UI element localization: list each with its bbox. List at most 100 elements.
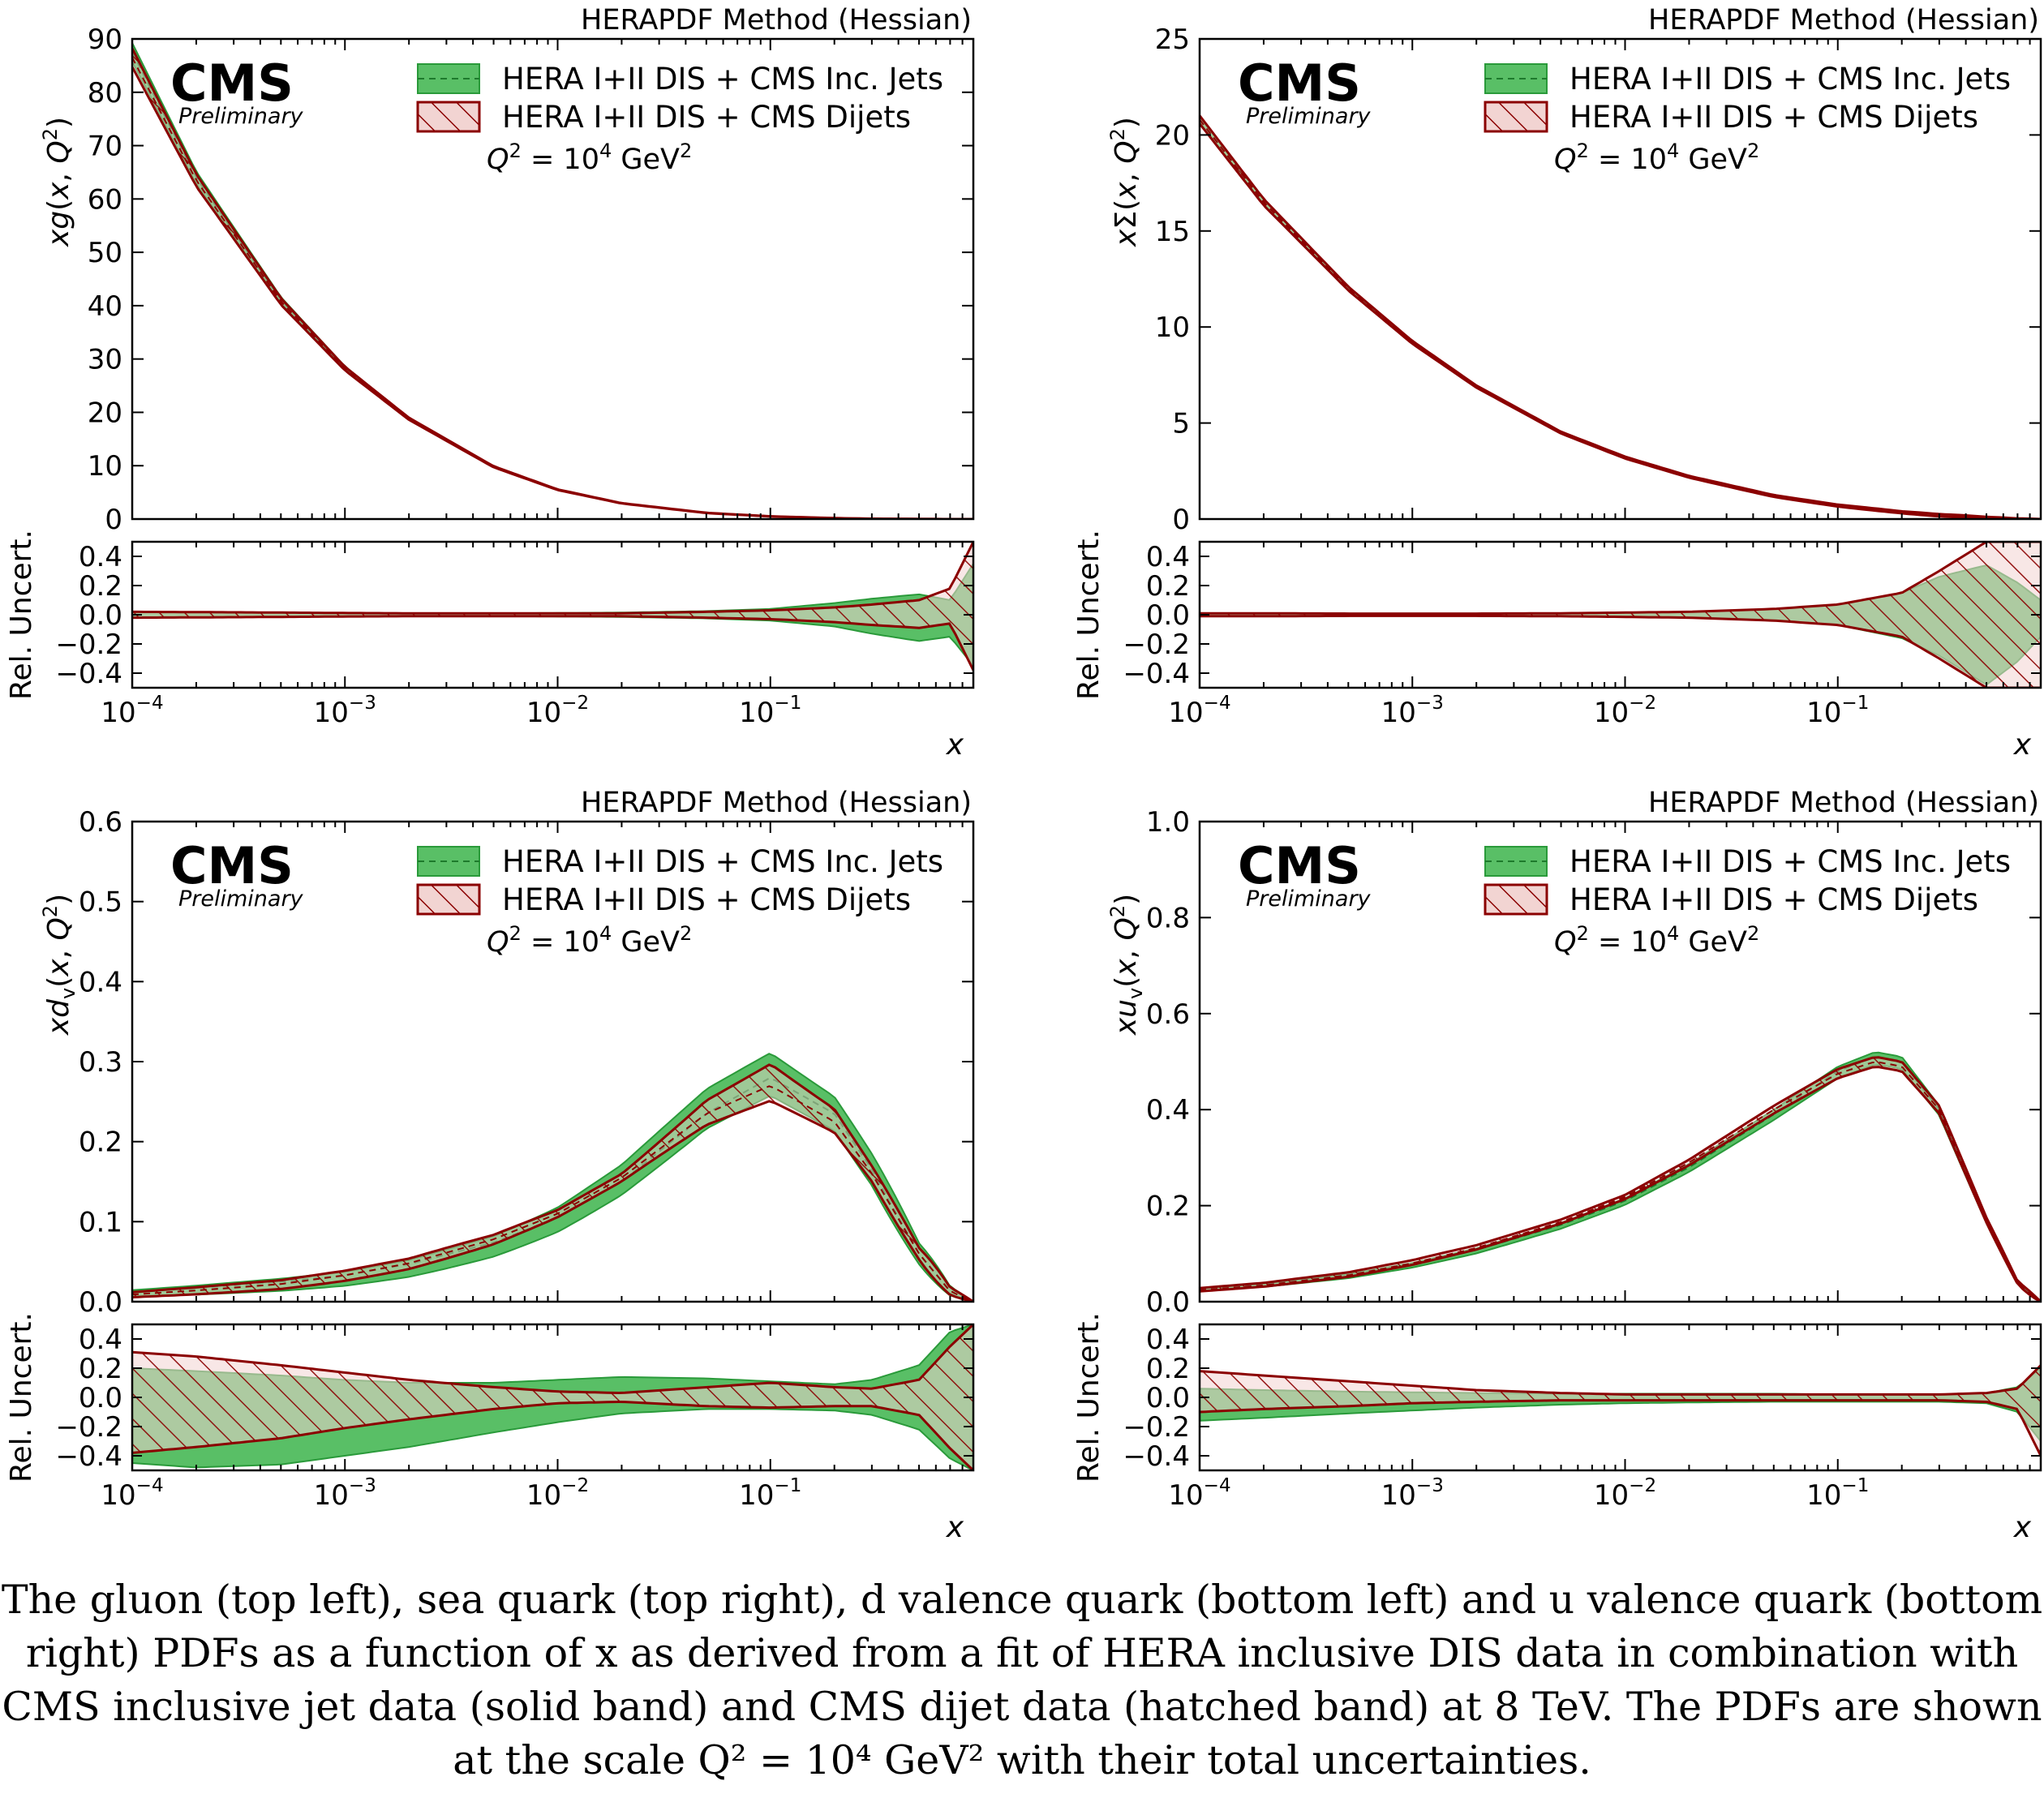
panel-bottom-left: 10−4 10−3 10−2 10−1 0.0 0.1 0.2 0.3 0.4 0.5 0.6 −0.… (5, 787, 975, 1544)
ratio-lower-dijets (1200, 614, 2041, 688)
x-tick-label: 10−4 (101, 1475, 163, 1512)
scale-label: Q2 = 104 GeV2 (487, 922, 692, 959)
y-tick-label: 25 (1155, 24, 1190, 56)
scale-label: Q2 = 104 GeV2 (1554, 922, 1759, 959)
y-tick-label: 70 (88, 131, 122, 163)
x-tick-label: 10−2 (1594, 693, 1656, 729)
x-tick-label: 10−3 (1381, 1475, 1444, 1512)
ratio-y-tick-label: −0.2 (55, 1411, 122, 1444)
band-fill-dijets (1200, 1057, 2041, 1302)
preliminary-label: Preliminary (178, 886, 304, 912)
scale-label: Q2 = 104 GeV2 (1554, 139, 1759, 176)
legend-swatch-inc-jets (417, 63, 480, 94)
y-tick-label: 0.0 (1146, 1286, 1190, 1319)
ratio-y-tick-label: 0.4 (1146, 541, 1190, 573)
preliminary-label: Preliminary (1246, 104, 1372, 129)
cms-logo: CMS (1238, 54, 1361, 113)
y-tick-label: 0.3 (79, 1046, 122, 1079)
y-tick-label: 10 (1155, 311, 1190, 344)
y-tick-label: 0.6 (79, 806, 122, 839)
ratio-y-tick-label: −0.4 (55, 1440, 122, 1473)
y-axis-label: xuv(x, Q2) (1106, 894, 1147, 1036)
y-tick-label: 0.6 (1146, 998, 1190, 1031)
y-axis-label: xg(x, Q2) (39, 117, 75, 247)
figure-caption: The gluon (top left), sea quark (top rig… (1, 1577, 2043, 1783)
central-inc-jets (132, 1077, 973, 1302)
band-fill-dijets (1200, 115, 2041, 519)
ratio-lower-dijets (132, 615, 973, 672)
ratio-y-tick-label: −0.4 (1123, 658, 1190, 690)
legend-swatch-inc-jets (1484, 63, 1548, 94)
y-tick-label: 20 (1155, 119, 1190, 152)
x-axis-label: x (946, 1511, 964, 1544)
preliminary-label: Preliminary (178, 104, 304, 129)
ratio-hatch-dijets (1200, 542, 2041, 688)
legend-label-dijets: HERA I+II DIS + CMS Dijets (502, 882, 911, 917)
band-upper-dijets (132, 1063, 973, 1302)
method-label: HERAPDF Method (Hessian) (1648, 787, 2039, 819)
ratio-y-axis-label: Rel. Uncert. (1072, 1312, 1106, 1483)
y-tick-label: 40 (88, 290, 122, 323)
x-tick-label: 10−3 (1381, 693, 1444, 729)
x-tick-label: 10−1 (739, 1475, 801, 1512)
ratio-upper-dijets (1200, 1364, 2041, 1396)
main-frame (1198, 37, 2042, 521)
x-tick-label: 10−1 (739, 693, 801, 729)
x-tick-label: 10−4 (1168, 1475, 1230, 1512)
y-axis-label: xdv(x, Q2) (39, 894, 79, 1036)
ratio-lower-dijets (132, 1400, 973, 1470)
band-inc-jets (1200, 1051, 2041, 1302)
legend-label-inc-jets: HERA I+II DIS + CMS Inc. Jets (502, 62, 943, 97)
ratio-upper-dijets (1200, 542, 2041, 616)
y-tick-label: 0.4 (79, 966, 122, 998)
y-tick-label: 15 (1155, 216, 1190, 248)
main-frame (1198, 820, 2042, 1303)
y-tick-label: 0.0 (79, 1286, 122, 1319)
legend-swatch-dijets (1484, 883, 1548, 916)
legend-swatch-inc-jets (1484, 846, 1548, 877)
ratio-upper-dijets (132, 542, 973, 615)
ratio-y-tick-label: −0.2 (1123, 1411, 1190, 1444)
y-tick-label: 0.2 (79, 1127, 122, 1159)
y-tick-label: 0.8 (1146, 902, 1190, 934)
y-axis-label: xΣ(x, Q2) (1106, 117, 1143, 247)
band-upper-dijets (1200, 114, 2041, 519)
method-label: HERAPDF Method (Hessian) (581, 787, 972, 819)
scale-label: Q2 = 104 GeV2 (487, 139, 692, 176)
ratio-y-tick-label: −0.4 (55, 658, 122, 690)
y-tick-label: 0 (105, 504, 122, 536)
central-dijets (1200, 118, 2041, 519)
x-tick-label: 10−2 (1594, 1475, 1656, 1512)
y-tick-label: 0.4 (1146, 1094, 1190, 1127)
band-lower-dijets (1200, 1066, 2041, 1302)
band-lower-dijets (132, 1100, 973, 1302)
ratio-hatch-dijets (132, 1324, 973, 1470)
y-tick-label: 0.1 (79, 1206, 122, 1238)
legend-label-inc-jets: HERA I+II DIS + CMS Inc. Jets (502, 844, 943, 879)
ratio-plot-area (132, 1324, 973, 1470)
ratio-y-tick-label: 0.4 (79, 1324, 122, 1356)
x-tick-label: 10−1 (1806, 693, 1869, 729)
y-tick-label: 50 (88, 237, 122, 269)
central-inc-jets (1200, 118, 2041, 519)
ratio-y-tick-label: 0.4 (1146, 1324, 1190, 1356)
legend-swatch-dijets (416, 101, 481, 133)
band-hatch-dijets (132, 1064, 973, 1302)
legend-swatch-dijets (416, 883, 481, 916)
y-tick-label: 20 (88, 397, 122, 429)
preliminary-label: Preliminary (1246, 886, 1372, 912)
legend-label-dijets: HERA I+II DIS + CMS Dijets (502, 100, 911, 135)
ratio-lower-dijets (1200, 1399, 2041, 1457)
ratio-y-tick-label: 0.0 (1146, 1382, 1190, 1414)
ratio-y-tick-label: 0.2 (1146, 1353, 1190, 1385)
x-tick-label: 10−3 (314, 693, 376, 729)
y-tick-label: 0.2 (1146, 1191, 1190, 1223)
ratio-y-tick-label: 0.4 (79, 541, 122, 573)
legend-label-inc-jets: HERA I+II DIS + CMS Inc. Jets (1570, 62, 2011, 97)
band-hatch-dijets (1200, 1057, 2041, 1302)
ratio-y-tick-label: 0.0 (79, 1382, 122, 1414)
ratio-y-tick-label: 0.0 (79, 599, 122, 632)
central-dijets (1200, 1061, 2041, 1302)
ratio-y-tick-label: 0.2 (79, 570, 122, 603)
panel-top-right: 10−4 10−3 10−2 10−1 0 5 10 15 20 25 −0.4−0.20.00.2… (1072, 4, 2042, 762)
